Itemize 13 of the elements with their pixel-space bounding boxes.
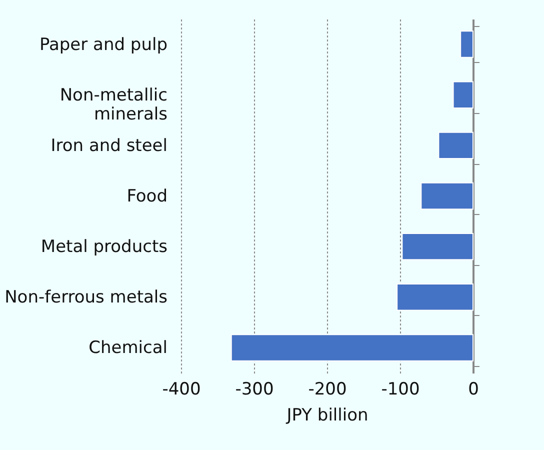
x-tick-label: -400 bbox=[162, 380, 201, 400]
x-tick-label: -300 bbox=[235, 380, 274, 400]
y-tick-label: Non-ferrous metals bbox=[4, 288, 168, 308]
y-tick-label: Paper and pulp bbox=[39, 34, 168, 55]
y-tick-label: Chemical bbox=[88, 338, 168, 358]
x-tick-label: -100 bbox=[381, 380, 420, 400]
x-axis-title: JPY billion bbox=[286, 406, 368, 426]
y-tick-label: Non-metallic minerals bbox=[60, 85, 168, 124]
x-tick-label: -200 bbox=[308, 380, 347, 400]
y-tick-label: Food bbox=[126, 186, 168, 206]
x-tick-label: 0 bbox=[468, 380, 479, 400]
y-tick-label: Iron and steel bbox=[50, 136, 168, 156]
y-tick-label: Metal products bbox=[40, 237, 168, 258]
